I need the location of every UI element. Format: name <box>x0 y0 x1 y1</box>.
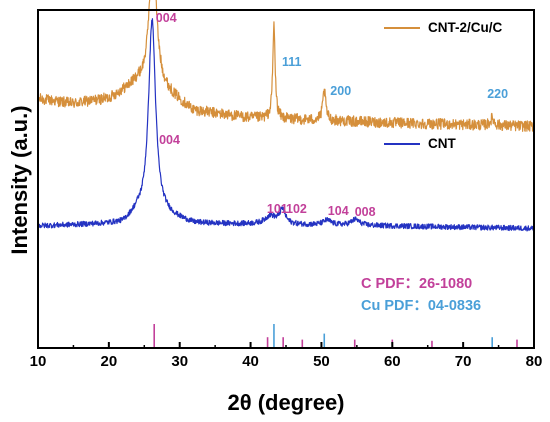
peak-label-008: 008 <box>355 205 376 219</box>
x-axis: 10 20 30 40 50 60 70 80 <box>30 342 543 370</box>
y-axis-title: Intensity (a.u.) <box>7 105 32 254</box>
peak-label-111: 111 <box>282 55 302 69</box>
x-tick-label: 20 <box>101 353 118 370</box>
peak-label-102: 102 <box>286 202 307 216</box>
reference-legend-label: Cu PDF：04-0836 <box>361 298 481 314</box>
series-line-cnt <box>37 18 535 232</box>
reference-legend: C PDF：26-1080 Cu PDF：04-0836 <box>361 276 481 314</box>
x-tick-label: 40 <box>242 353 259 370</box>
legend-label: CNT <box>428 136 456 151</box>
series-group <box>37 0 535 232</box>
peak-label-004: 004 <box>159 133 180 147</box>
peak-label-200: 200 <box>330 84 351 98</box>
peak-label-220: 220 <box>487 87 508 101</box>
peak-label-101: 101 <box>267 202 288 216</box>
legend-label: CNT-2/Cu/C <box>428 20 503 35</box>
series-line-cnt-2-cu-c <box>37 0 535 132</box>
x-tick-label: 50 <box>313 353 330 370</box>
peak-label-004: 004 <box>156 11 177 25</box>
x-tick-label: 60 <box>384 353 401 370</box>
x-tick-label: 10 <box>30 353 47 370</box>
reference-legend-label: C PDF：26-1080 <box>361 276 472 292</box>
legend: CNT-2/Cu/C CNT <box>384 20 503 151</box>
x-tick-label: 80 <box>526 353 543 370</box>
x-tick-label: 70 <box>455 353 472 370</box>
peak-label-104: 104 <box>328 204 349 218</box>
x-tick-label: 30 <box>171 353 188 370</box>
x-axis-title: 2θ (degree) <box>227 390 344 415</box>
